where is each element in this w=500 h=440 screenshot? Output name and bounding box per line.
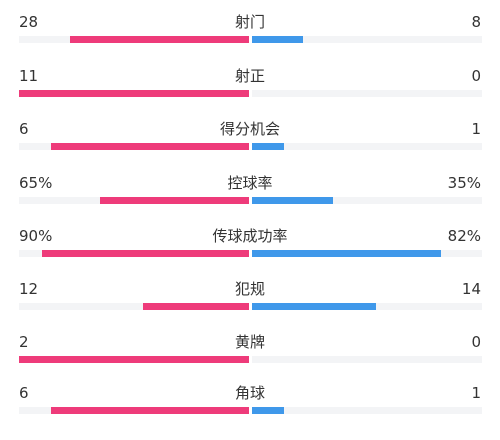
home-bar-track xyxy=(19,407,249,414)
stat-row-pass-accuracy: 90% 传球成功率 82% xyxy=(0,227,500,271)
away-bar-track xyxy=(252,407,482,414)
home-bar-track xyxy=(19,303,249,310)
home-bar-track xyxy=(19,250,249,257)
home-value: 11 xyxy=(19,67,39,85)
stat-label: 射门 xyxy=(234,13,265,31)
stat-row-fouls: 12 犯规 14 xyxy=(0,280,500,324)
away-value: 8 xyxy=(471,13,481,31)
away-bar xyxy=(252,303,377,310)
away-bar-track xyxy=(252,90,482,97)
stat-label: 得分机会 xyxy=(219,120,280,138)
away-value: 1 xyxy=(471,120,481,138)
stat-row-corners: 6 角球 1 xyxy=(0,384,500,428)
away-bar-track xyxy=(252,250,482,257)
stat-label: 传球成功率 xyxy=(212,227,288,245)
stat-label: 犯规 xyxy=(234,280,265,298)
away-value: 35% xyxy=(447,174,481,192)
home-bar xyxy=(69,36,249,43)
home-value: 12 xyxy=(19,280,39,298)
home-bar-track xyxy=(19,356,249,363)
home-bar xyxy=(51,143,249,150)
away-bar xyxy=(252,250,441,257)
home-bar xyxy=(51,407,249,414)
away-bar xyxy=(252,143,285,150)
away-value: 82% xyxy=(447,227,481,245)
away-value: 0 xyxy=(471,67,481,85)
stat-label: 角球 xyxy=(234,384,265,402)
away-value: 1 xyxy=(471,384,481,402)
home-value: 6 xyxy=(19,384,29,402)
home-bar-track xyxy=(19,143,249,150)
home-bar xyxy=(19,356,249,363)
home-bar-track xyxy=(19,197,249,204)
away-bar-track xyxy=(252,36,482,43)
home-value: 65% xyxy=(19,174,53,192)
away-value: 0 xyxy=(471,333,481,351)
away-bar-track xyxy=(252,356,482,363)
stat-row-shots-on-target: 11 射正 0 xyxy=(0,67,500,111)
home-bar xyxy=(99,197,249,204)
away-value: 14 xyxy=(461,280,481,298)
stat-row-possession: 65% 控球率 35% xyxy=(0,174,500,218)
home-value: 90% xyxy=(19,227,53,245)
home-bar xyxy=(19,90,249,97)
home-bar xyxy=(143,303,249,310)
stat-label: 控球率 xyxy=(227,174,273,192)
stat-row-yellow-cards: 2 黄牌 0 xyxy=(0,333,500,377)
stat-row-shots: 28 射门 8 xyxy=(0,13,500,57)
home-value: 28 xyxy=(19,13,39,31)
away-bar xyxy=(252,407,285,414)
away-bar-track xyxy=(252,143,482,150)
stat-label: 黄牌 xyxy=(234,333,265,351)
stat-label: 射正 xyxy=(234,67,265,85)
away-bar xyxy=(252,197,333,204)
stat-row-chances: 6 得分机会 1 xyxy=(0,120,500,164)
away-bar xyxy=(252,36,303,43)
home-bar xyxy=(42,250,249,257)
home-bar-track xyxy=(19,36,249,43)
home-value: 6 xyxy=(19,120,29,138)
home-value: 2 xyxy=(19,333,29,351)
away-bar-track xyxy=(252,197,482,204)
away-bar-track xyxy=(252,303,482,310)
home-bar-track xyxy=(19,90,249,97)
